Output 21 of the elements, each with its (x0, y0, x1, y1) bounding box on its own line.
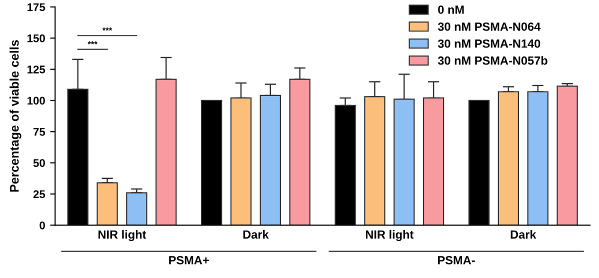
legend-label: 30 nM PSMA-N064 (438, 22, 541, 31)
y-tick-label: 0 (40, 221, 45, 230)
y-tick-label: 125 (28, 66, 46, 74)
y-tick-label: 175 (28, 3, 46, 12)
text: PSMA- (438, 256, 475, 264)
annotation: *** (102, 28, 112, 31)
annotation: *** (88, 41, 98, 44)
y-tick-label: 75 (34, 128, 46, 136)
y-tick-label: 50 (33, 159, 45, 167)
legend-label: 0 nM (438, 6, 464, 14)
y-axis-title: Percentage of viable cells (10, 40, 22, 192)
x-tick-label: Dark (243, 230, 269, 239)
text: PSMA+ (169, 256, 209, 264)
y-tick-label: 25 (33, 190, 46, 198)
y-tick-label: 150 (28, 34, 45, 42)
x-tick-label: Dark (510, 230, 536, 239)
x-tick-label: NIR light (366, 230, 414, 242)
legend-label: 30 nM PSMA-N140 (438, 39, 540, 48)
x-tick-label: NIR light (98, 230, 146, 242)
legend-label: 30 nM PSMA-N057b (438, 56, 548, 65)
y-tick-label: 100 (28, 96, 45, 105)
